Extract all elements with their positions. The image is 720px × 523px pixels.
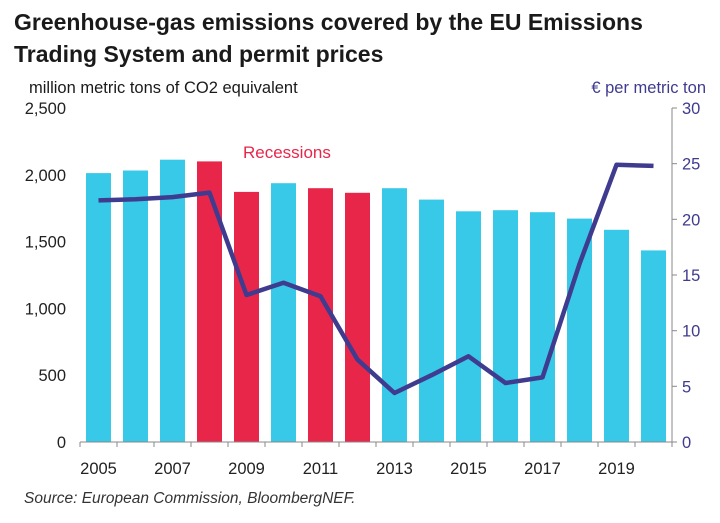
y-right-tick-label: 10 <box>682 323 700 341</box>
x-tick-label: 2015 <box>450 460 487 478</box>
price-line <box>98 162 654 396</box>
bar-2008 <box>197 161 222 442</box>
y-right-tick-label: 30 <box>682 100 700 118</box>
x-tick-label: 2017 <box>524 460 561 478</box>
y-right-tick-label: 0 <box>682 434 691 452</box>
bar-2012 <box>345 192 370 442</box>
x-tick-label: 2005 <box>80 460 117 478</box>
chart-title: Greenhouse-gas emissions covered by the … <box>14 9 643 67</box>
x-tick-label: 2007 <box>154 460 191 478</box>
x-tick-label: 2011 <box>303 460 338 478</box>
y-right-tick-label: 5 <box>682 378 691 396</box>
y-right-tick-label: 15 <box>682 267 700 285</box>
x-tick-label: 2009 <box>228 460 265 478</box>
bar-2018 <box>567 218 592 442</box>
bar-2013 <box>382 188 407 442</box>
y-right-axis-label: € per metric ton <box>591 79 706 97</box>
x-tick-label: 2019 <box>598 460 635 478</box>
bar-2007 <box>160 159 185 442</box>
y-left-tick-label: 0 <box>57 434 66 452</box>
bar-2014 <box>419 199 444 442</box>
y-left-tick-label: 500 <box>38 367 66 385</box>
bar-2015 <box>456 211 481 442</box>
recessions-annotation: Recessions <box>243 143 331 162</box>
bar-2016 <box>493 210 518 442</box>
y-left-tick-label: 1,000 <box>25 300 66 318</box>
y-right-tick-label: 25 <box>682 156 700 174</box>
bar-2009 <box>234 191 259 442</box>
bar-2010 <box>271 183 296 442</box>
x-tick-label: 2013 <box>376 460 413 478</box>
bar-2005 <box>86 173 111 442</box>
bar-2017 <box>530 212 555 442</box>
y-right-tick-label: 20 <box>682 211 700 229</box>
bar-2019 <box>604 229 629 442</box>
bar-2006 <box>123 170 148 442</box>
bar-2020 <box>641 250 666 442</box>
source-note: Source: European Commission, BloombergNE… <box>24 490 356 507</box>
bar-2011 <box>308 188 333 442</box>
y-left-tick-label: 2,500 <box>25 100 66 118</box>
y-left-tick-label: 1,500 <box>25 234 66 252</box>
y-left-axis-label: million metric tons of CO2 equivalent <box>29 79 298 97</box>
y-left-tick-label: 2,000 <box>25 167 66 185</box>
